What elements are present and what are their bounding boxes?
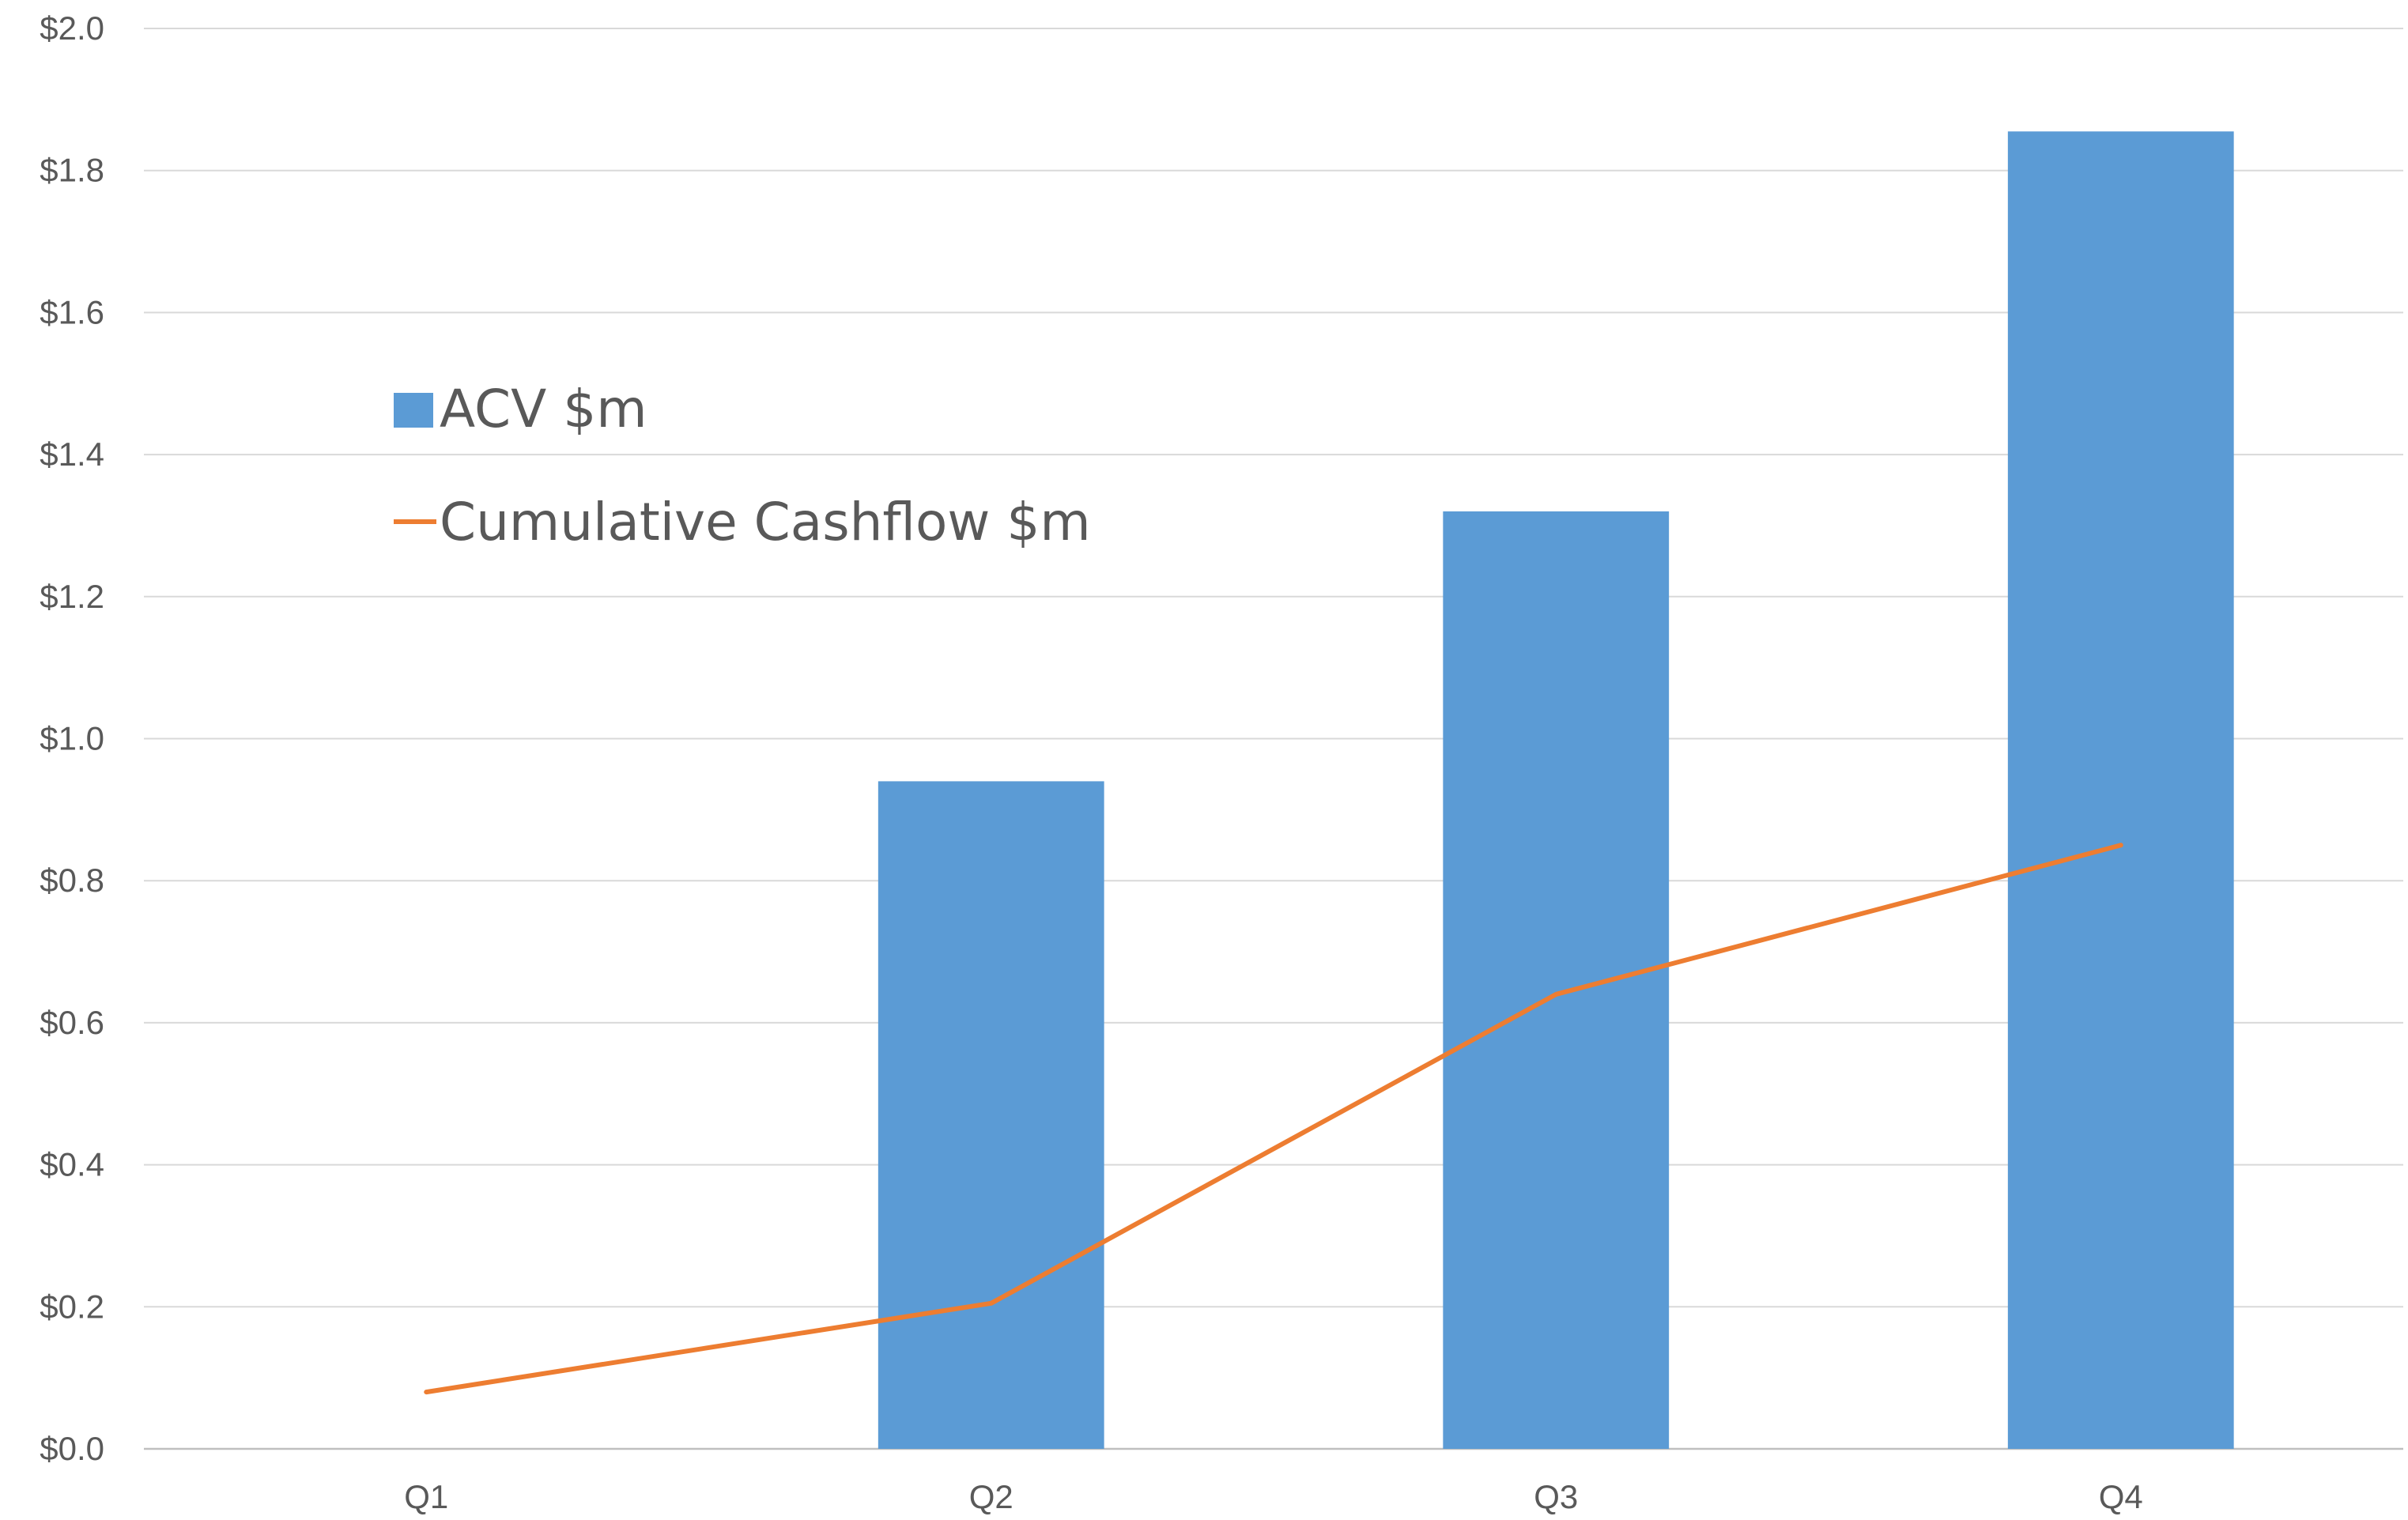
y-tick-label: $1.0 <box>40 720 104 757</box>
legend-swatch-acv <box>394 393 433 428</box>
x-tick-label-q3: Q3 <box>1534 1478 1578 1515</box>
acv-bars <box>878 131 2234 1450</box>
y-tick-label: $0.4 <box>40 1146 104 1183</box>
y-tick-label: $1.4 <box>40 436 104 473</box>
x-tick-label-q2: Q2 <box>969 1478 1013 1515</box>
x-tick-label-q4: Q4 <box>2099 1478 2143 1515</box>
y-axis-tick-labels: $0.0 $0.2 $0.4 $0.6 $0.8 $1.0 $1.2 $1.4 $1.6 $1.8… <box>40 9 104 1467</box>
bar-acv-q2 <box>878 781 1104 1449</box>
bar-acv-q3 <box>1443 511 1670 1449</box>
legend-label-cashflow: Cumulative Cashflow $m <box>440 492 1091 553</box>
y-tick-label: $0.6 <box>40 1004 104 1041</box>
line-cashflow <box>424 843 2123 1395</box>
y-tick-label: $1.8 <box>40 152 104 189</box>
y-tick-label: $0.2 <box>40 1288 104 1325</box>
y-tick-label: $1.6 <box>40 293 104 330</box>
legend-label-acv: ACV $m <box>440 379 647 439</box>
x-axis-tick-labels: Q1 Q2 Q3 Q4 <box>404 1478 2143 1515</box>
y-tick-label: $0.0 <box>40 1430 104 1467</box>
x-tick-label-q1: Q1 <box>404 1478 448 1515</box>
y-tick-label: $1.2 <box>40 578 104 615</box>
y-tick-label: $0.8 <box>40 862 104 899</box>
y-tick-label: $2.0 <box>40 9 104 47</box>
bar-acv-q4 <box>2007 131 2234 1450</box>
cashflow-line-series <box>424 843 2123 1395</box>
legend: ACV $m Cumulative Cashflow $m <box>394 379 1091 553</box>
